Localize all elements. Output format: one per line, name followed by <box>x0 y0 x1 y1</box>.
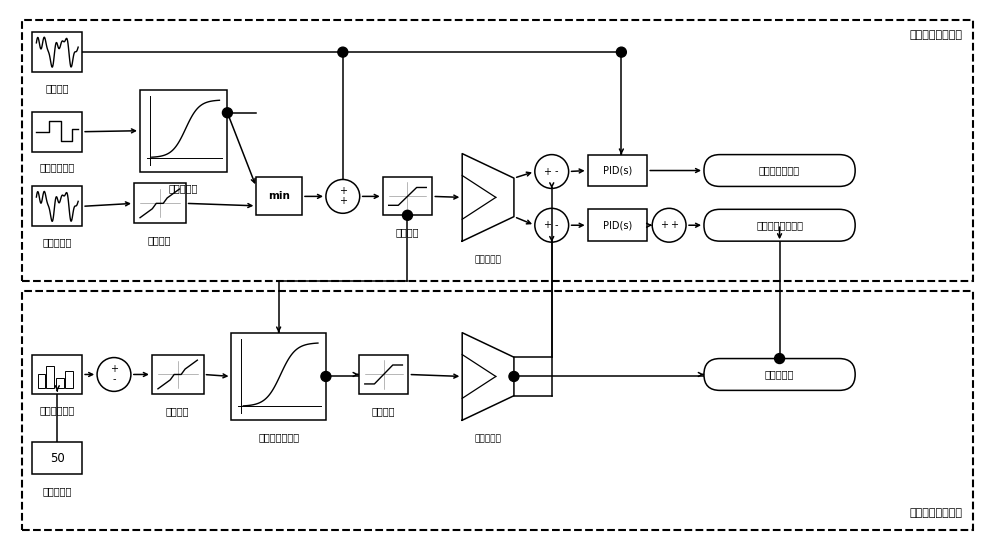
Text: min: min <box>268 191 290 201</box>
FancyBboxPatch shape <box>704 209 855 241</box>
Text: +: + <box>110 364 118 375</box>
FancyBboxPatch shape <box>704 155 855 186</box>
Circle shape <box>338 47 348 57</box>
FancyBboxPatch shape <box>32 32 82 72</box>
Text: +: + <box>543 220 551 230</box>
Circle shape <box>403 210 412 220</box>
FancyBboxPatch shape <box>359 355 408 394</box>
Text: +: + <box>660 220 668 230</box>
FancyBboxPatch shape <box>32 186 82 226</box>
Text: 负荷测量: 负荷测量 <box>46 83 69 93</box>
FancyBboxPatch shape <box>22 291 973 529</box>
Text: +: + <box>543 167 551 176</box>
Bar <box>56 377 64 388</box>
Circle shape <box>509 371 519 381</box>
Text: +: + <box>670 220 678 230</box>
Text: 频差负荷控制单元: 频差负荷控制单元 <box>910 508 963 517</box>
Circle shape <box>321 371 331 381</box>
Text: 模式切换器: 模式切换器 <box>475 434 501 443</box>
Circle shape <box>775 353 785 363</box>
Text: 负荷需求値: 负荷需求値 <box>43 237 72 247</box>
FancyBboxPatch shape <box>588 209 647 241</box>
Text: -: - <box>555 167 558 176</box>
FancyBboxPatch shape <box>231 333 326 420</box>
FancyBboxPatch shape <box>152 355 204 394</box>
FancyBboxPatch shape <box>22 20 973 281</box>
FancyBboxPatch shape <box>383 178 432 215</box>
FancyBboxPatch shape <box>140 90 227 172</box>
FancyBboxPatch shape <box>32 355 82 394</box>
Text: 空压机入口导叶: 空压机入口导叶 <box>759 166 800 175</box>
Text: +: + <box>339 197 347 206</box>
Text: PID(s): PID(s) <box>603 220 632 230</box>
Text: 储罐压力测量: 储罐压力测量 <box>40 162 75 173</box>
Text: 电网频率测量: 电网频率测量 <box>40 405 75 415</box>
Bar <box>65 371 73 388</box>
FancyBboxPatch shape <box>256 178 302 215</box>
Text: -: - <box>112 375 116 384</box>
Text: +: + <box>339 186 347 197</box>
Text: 频差负荷生成器: 频差负荷生成器 <box>258 432 299 442</box>
Bar <box>46 366 54 388</box>
Text: 50: 50 <box>50 452 65 465</box>
Text: 模式切换器: 模式切换器 <box>475 255 501 264</box>
FancyBboxPatch shape <box>704 358 855 390</box>
Text: 负荷死区: 负荷死区 <box>148 235 171 245</box>
Text: 频差死区: 频差死区 <box>166 406 189 416</box>
FancyBboxPatch shape <box>134 184 186 223</box>
Text: 调频限幅: 调频限幅 <box>372 406 395 416</box>
Text: 负荷生成器: 负荷生成器 <box>169 184 198 193</box>
Text: 膨胀机入口调节阀: 膨胀机入口调节阀 <box>756 220 803 230</box>
Text: 频率目标値: 频率目标値 <box>43 486 72 496</box>
Text: PID(s): PID(s) <box>603 166 632 175</box>
Text: -: - <box>555 220 558 230</box>
FancyBboxPatch shape <box>32 442 82 474</box>
Text: 负荷限幅: 负荷限幅 <box>396 227 419 237</box>
Circle shape <box>616 47 626 57</box>
Text: 负荷需求控制单元: 负荷需求控制单元 <box>910 30 963 40</box>
FancyBboxPatch shape <box>588 155 647 186</box>
Bar <box>38 374 45 388</box>
Circle shape <box>222 108 232 118</box>
FancyBboxPatch shape <box>32 112 82 151</box>
Text: 柔性传动器: 柔性传动器 <box>765 369 794 380</box>
